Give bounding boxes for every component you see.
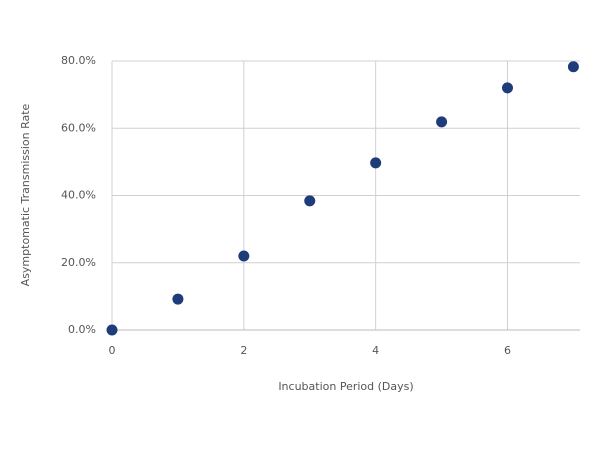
point <box>238 250 250 262</box>
x-tick-label: 2 <box>240 344 247 357</box>
point <box>567 61 579 73</box>
y-tick-label: 0.0% <box>68 323 96 336</box>
y-tick-label: 40.0% <box>61 189 96 202</box>
point <box>501 82 513 94</box>
x-tick-label: 4 <box>372 344 379 357</box>
y-tick-label: 20.0% <box>61 256 96 269</box>
y-tick-label: 60.0% <box>61 121 96 134</box>
y-axis-title: Asymptomatic Transmission Rate <box>19 103 32 286</box>
point <box>436 116 448 128</box>
x-tick-label: 6 <box>504 344 511 357</box>
x-axis-title: Incubation Period (Days) <box>278 380 413 393</box>
x-tick-label: 0 <box>109 344 116 357</box>
point <box>304 195 316 207</box>
y-tick-label: 80.0% <box>61 54 96 67</box>
point <box>172 293 184 305</box>
point <box>370 157 382 169</box>
point <box>106 324 118 336</box>
